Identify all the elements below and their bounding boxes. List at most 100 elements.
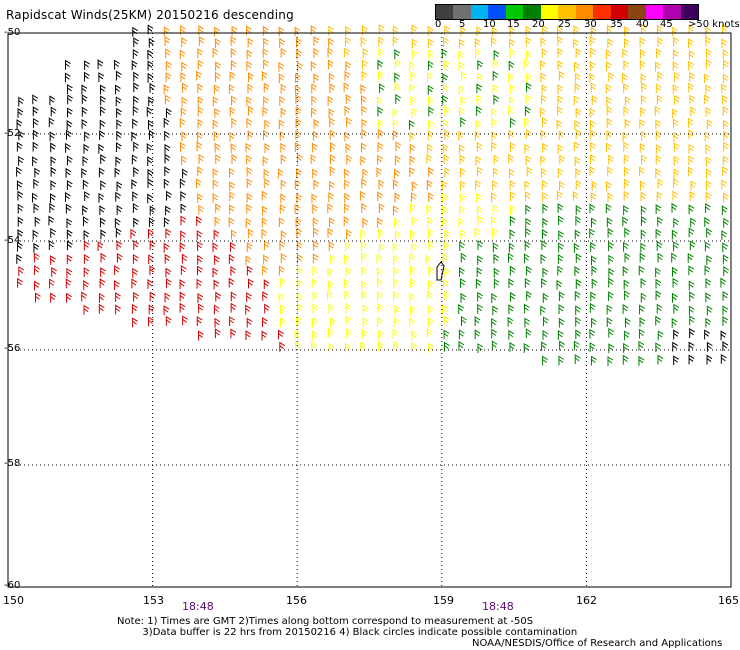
wind-barb — [83, 267, 90, 278]
wind-barb — [345, 94, 352, 105]
wind-barb — [540, 94, 547, 105]
wind-barb — [214, 255, 220, 265]
wind-barb — [641, 130, 647, 141]
wind-barb — [673, 142, 680, 153]
wind-barb — [607, 192, 614, 203]
wind-barb — [81, 118, 88, 129]
wind-barb — [458, 61, 465, 72]
wind-barb — [542, 24, 549, 35]
lon-label: 162 — [576, 594, 597, 607]
wind-barb — [99, 205, 106, 216]
wind-barb — [277, 168, 284, 179]
wind-barb — [83, 216, 89, 227]
wind-barb — [508, 129, 515, 140]
wind-barb — [409, 143, 416, 154]
wind-barb — [723, 266, 730, 276]
wind-barb — [16, 119, 23, 130]
wind-barb — [329, 180, 335, 191]
wind-barb — [623, 141, 630, 152]
wind-barb — [197, 106, 204, 117]
wind-barb — [542, 142, 548, 153]
wind-barb — [541, 341, 547, 352]
wind-barb — [147, 168, 154, 179]
wind-barb — [526, 290, 532, 301]
wind-barb — [247, 228, 254, 239]
wind-barb — [393, 291, 399, 302]
wind-barb — [411, 242, 417, 253]
wind-barb — [18, 96, 25, 107]
wind-barb — [248, 278, 254, 289]
legend-label: 45 — [660, 19, 673, 30]
wind-barb — [312, 330, 318, 341]
wind-barb — [688, 354, 695, 365]
wind-barb — [212, 96, 219, 107]
wind-barb — [196, 216, 202, 226]
wind-barb — [231, 117, 238, 128]
lat-label: -58 — [4, 458, 21, 469]
wind-barb — [722, 242, 729, 253]
wind-barb — [65, 167, 72, 178]
wind-barb — [639, 118, 646, 129]
wind-barb — [360, 84, 367, 95]
wind-barb — [392, 242, 399, 253]
wind-barb — [132, 267, 139, 278]
wind-barb — [590, 291, 597, 302]
wind-barb — [540, 305, 547, 316]
wind-barb — [196, 316, 203, 326]
wind-barb — [428, 240, 435, 251]
wind-barb — [655, 342, 662, 353]
wind-barb — [427, 143, 433, 154]
legend-swatch — [610, 5, 629, 19]
wind-barb — [442, 278, 449, 289]
wind-barb — [606, 130, 613, 141]
legend-swatch — [523, 5, 541, 19]
wind-barb — [163, 305, 170, 316]
wind-barb — [32, 129, 39, 140]
wind-barb — [248, 105, 254, 116]
wind-barb — [163, 84, 170, 95]
wind-barb — [474, 316, 481, 326]
wind-barb — [66, 229, 73, 240]
wind-barb — [589, 302, 596, 313]
wind-barb — [589, 35, 596, 46]
wind-barb — [197, 166, 204, 177]
wind-barb — [411, 24, 418, 35]
wind-barb — [721, 205, 728, 216]
wind-barb — [212, 179, 219, 190]
wind-barb — [181, 37, 188, 48]
wind-barb — [575, 107, 582, 118]
wind-barb — [346, 154, 353, 165]
wind-barb — [264, 178, 271, 189]
wind-barb — [687, 117, 694, 128]
legend-swatch — [540, 5, 559, 19]
legend-swatch — [575, 5, 594, 19]
wind-barb — [458, 130, 465, 141]
wind-barb — [673, 303, 680, 314]
wind-barb — [246, 242, 253, 252]
wind-barb — [524, 253, 530, 264]
wind-barb — [295, 316, 302, 327]
wind-barb — [261, 228, 268, 239]
wind-barb — [361, 118, 368, 129]
wind-barb — [231, 154, 238, 164]
wind-barb — [475, 179, 481, 190]
wind-barb — [133, 95, 139, 106]
wind-barb — [493, 167, 499, 178]
wind-barb — [377, 106, 384, 117]
wind-barb — [590, 47, 596, 58]
wind-barb — [344, 203, 350, 214]
wind-barb — [639, 304, 645, 315]
wind-barb — [624, 26, 630, 37]
wind-barb — [344, 70, 351, 81]
wind-barb — [215, 154, 222, 165]
wind-barb — [212, 119, 219, 130]
wind-barb — [443, 290, 450, 301]
wind-barb — [327, 59, 334, 70]
wind-barb — [704, 131, 711, 142]
legend-swatch — [436, 5, 454, 19]
wind-barb — [83, 240, 90, 251]
wind-barb — [476, 192, 482, 203]
wind-barb — [376, 277, 383, 288]
wind-barb — [574, 156, 581, 167]
wind-barb — [591, 317, 597, 328]
